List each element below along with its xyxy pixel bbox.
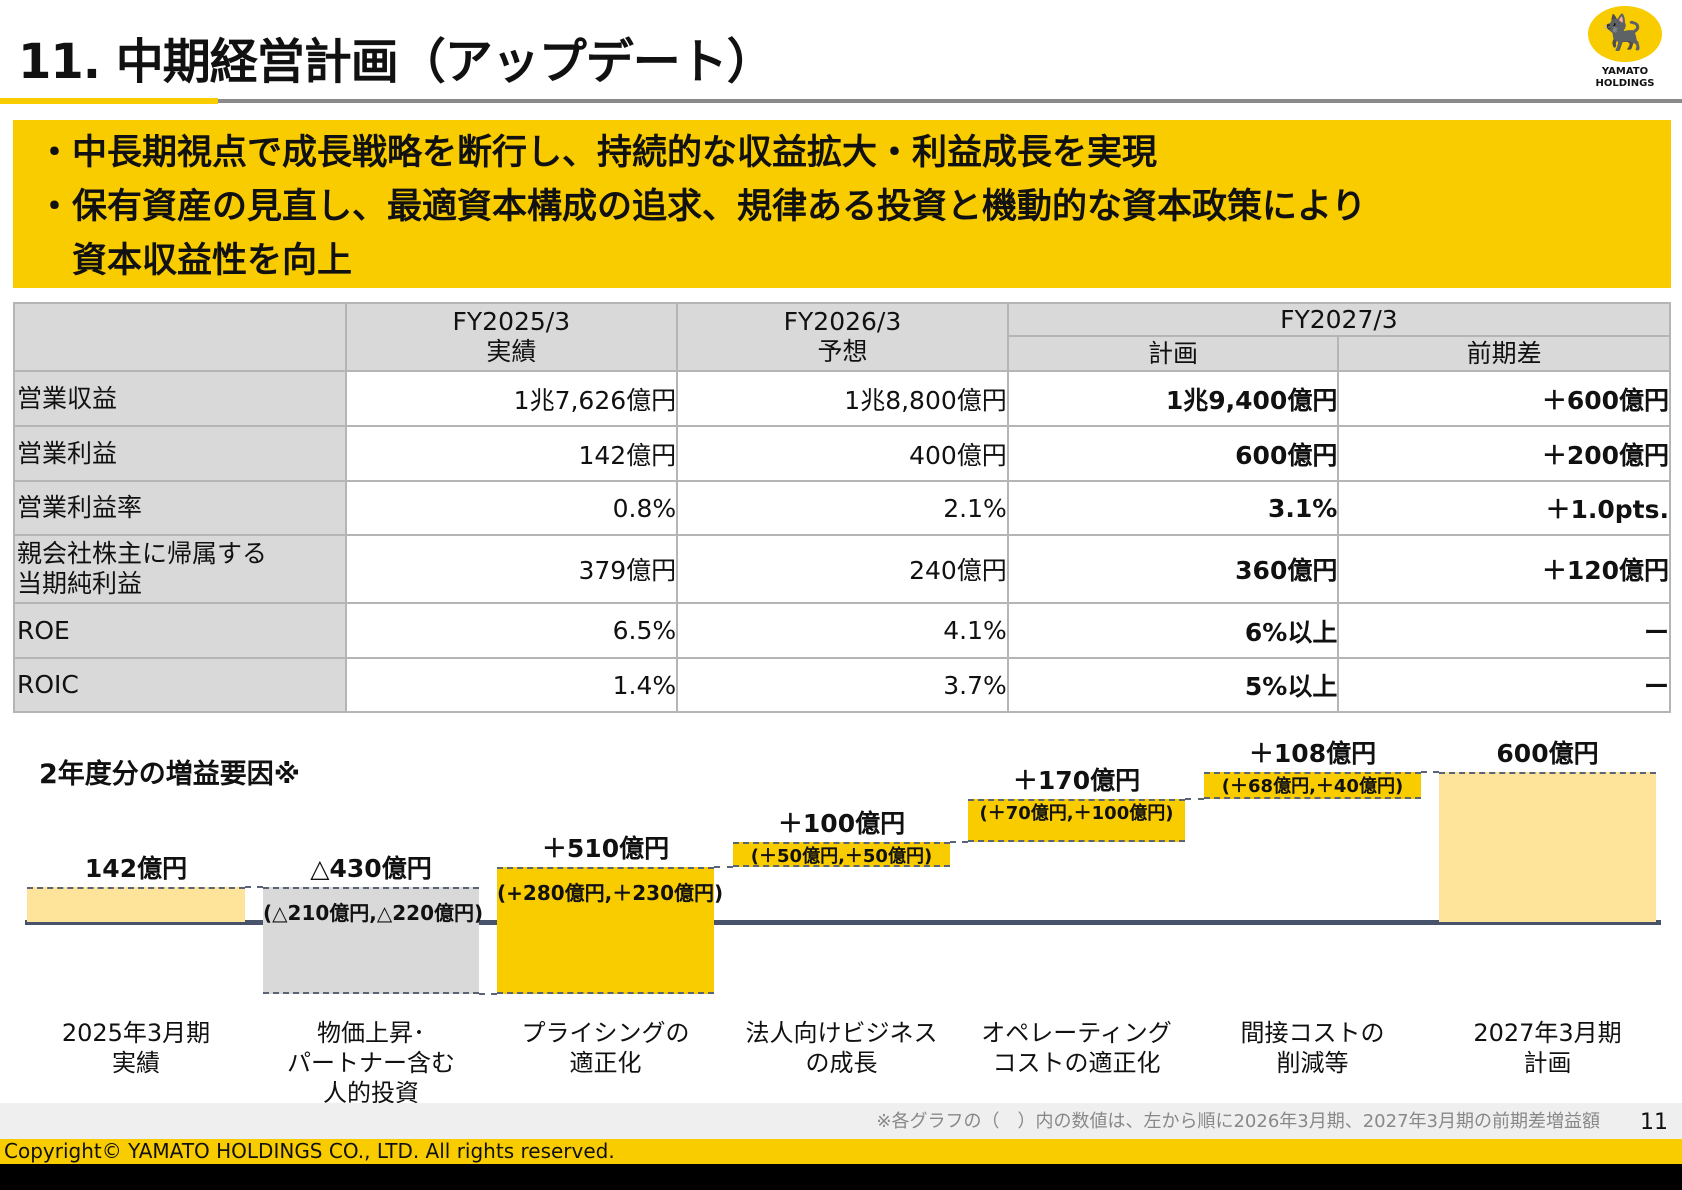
logo-text: YAMATO HOLDINGS	[1584, 66, 1666, 90]
cell-plan: 600億円	[1006, 425, 1340, 482]
footer-bar	[0, 1139, 1682, 1164]
cell-fy2026: 3.7%	[676, 657, 1009, 713]
cat-icon: 🐈‍⬛	[1600, 13, 1643, 53]
cell-fy2025: 6.5%	[344, 602, 679, 659]
category-label: 間接コストの 削減等	[1240, 1019, 1385, 1077]
waterfall-bar	[27, 886, 245, 922]
breakdown-label: (+280億円,＋230億円)	[497, 880, 724, 905]
cell-fy2026: 1兆8,800億円	[676, 370, 1009, 427]
cell-diff: ＋200億円	[1337, 425, 1671, 482]
summary-banner: ・中長期視点で成長戦略を断行し、持続的な収益拡大・利益成長を実現 ・保有資産の見…	[13, 120, 1671, 288]
banner-line: ・中長期視点で成長戦略を断行し、持続的な収益拡大・利益成長を実現	[37, 133, 1158, 173]
category-label: 2025年3月期 実績	[61, 1019, 211, 1077]
cell-fy2025: 1兆7,626億円	[344, 370, 679, 427]
cell-diff: ＋600億円	[1337, 370, 1671, 427]
value-label: ＋100億円	[777, 808, 906, 838]
row-label: 営業利益率	[13, 480, 347, 536]
connector-line	[1421, 771, 1439, 773]
waterfall-bar	[968, 799, 1185, 842]
category-label: プライシングの 適正化	[521, 1019, 690, 1077]
header-plan: 計画	[1006, 335, 1340, 372]
row-label: 営業収益	[13, 370, 347, 427]
breakdown-label: (＋50億円,＋50億円)	[750, 845, 933, 867]
cell-plan: 3.1%	[1006, 480, 1340, 536]
value-label: 600億円	[1496, 739, 1599, 768]
category-label: オペレーティング コストの適正化	[981, 1019, 1172, 1077]
row-label: 親会社株主に帰属する 当期純利益	[13, 534, 347, 604]
table-row: 営業利益 142億円 400億円 600億円 ＋200億円	[13, 425, 1671, 482]
waterfall-bar	[497, 866, 714, 994]
header-diff: 前期差	[1337, 335, 1671, 372]
value-label: ＋170億円	[1012, 766, 1141, 795]
yamato-logo: 🐈‍⬛ YAMATO HOLDINGS	[1584, 6, 1666, 92]
title-accent	[0, 98, 218, 104]
logo-oval	[1588, 6, 1662, 62]
waterfall-bar	[263, 886, 479, 994]
table-row: 親会社株主に帰属する 当期純利益 379億円 240億円 360億円 ＋120億円	[13, 534, 1671, 604]
category-label: 物価上昇･ パートナー含む 人的投資	[287, 1019, 455, 1107]
category-label: 法人向けビジネス の成長	[745, 1019, 938, 1077]
cell-diff: ー	[1337, 602, 1671, 659]
breakdown-label: (＋68億円,＋40億円)	[1221, 776, 1404, 797]
header-fy2027: FY2027/3	[1006, 302, 1672, 337]
table-row: ROIC 1.4% 3.7% 5%以上ー	[13, 657, 1671, 713]
table-row: 営業収益 1兆7,626億円 1兆8,800億円 1兆9,400億円 ＋600億円	[13, 370, 1671, 427]
waterfall-bar	[1439, 772, 1656, 922]
title-divider	[0, 99, 1682, 103]
header-fy2025: FY2025/3 実績	[344, 302, 679, 372]
header-fy2026: FY2026/3 予想	[676, 302, 1009, 372]
waterfall-bar	[733, 841, 950, 867]
chart-title: 2年度分の増益要因※	[39, 759, 301, 790]
cell-diff: ＋1.0pts.	[1337, 480, 1671, 536]
cell-fy2025: 142億円	[344, 425, 679, 482]
footnote: ※各グラフの（ ）内の数値は、左から順に2026年3月期、2027年3月期の前期…	[876, 1111, 1600, 1132]
page-title: 11. 中期経営計画（アップデート）	[18, 34, 775, 90]
row-label: ROE	[13, 602, 347, 659]
logo-line1: YAMATO	[1601, 66, 1649, 77]
header-corner	[13, 302, 347, 372]
cell-plan: 1兆9,400億円	[1006, 370, 1340, 427]
copyright: Copyright© YAMATO HOLDINGS CO., LTD. All…	[4, 1139, 615, 1163]
connector-line	[245, 885, 263, 888]
cell-fy2026: 2.1%	[676, 480, 1009, 536]
cell-plan: 360億円	[1006, 534, 1340, 604]
cell-diff: ー	[1337, 657, 1671, 713]
bottom-band	[0, 1164, 1682, 1190]
cell-fy2026: 4.1%	[676, 602, 1009, 659]
value-label: △430億円	[310, 853, 432, 883]
breakdown-label: (＋70億円,＋100億円)	[979, 803, 1174, 824]
banner-line: 資本収益性を向上	[37, 241, 353, 281]
row-label: ROIC	[13, 657, 347, 713]
value-label: 142億円	[84, 853, 188, 883]
category-label: 2027年3月期 計画	[1473, 1019, 1622, 1077]
cell-diff: ＋120億円	[1337, 534, 1671, 604]
connector-line	[950, 840, 968, 843]
cell-fy2026: 400億円	[676, 425, 1009, 482]
note-strip	[0, 1103, 1682, 1139]
cell-fy2025: 1.4%	[344, 657, 679, 713]
kpi-table: FY2025/3 実績 FY2026/3 予想 FY2027/3 計画 前期差 営業…	[13, 302, 1672, 713]
connector-line	[714, 865, 733, 868]
value-label: ＋108億円	[1248, 739, 1377, 768]
cell-plan: 5%以上	[1006, 657, 1340, 713]
chart-baseline	[25, 920, 1661, 925]
page-number: 11	[1640, 1110, 1668, 1135]
value-label: ＋510億円	[541, 833, 670, 863]
table-row: 営業利益率 0.8% 2.1% 3.1% ＋1.0pts.	[13, 480, 1671, 536]
waterfall-bar	[1204, 772, 1421, 799]
cell-fy2025: 0.8%	[344, 480, 679, 536]
connector-line	[479, 993, 497, 995]
row-label: 営業利益	[13, 425, 347, 482]
logo-line2: HOLDINGS	[1595, 78, 1655, 89]
cell-plan: 6%以上	[1006, 602, 1340, 659]
table-row: ROE 6.5% 4.1% 6%以上ー	[13, 602, 1671, 659]
banner-line: ・保有資産の見直し、最適資本構成の追求、規律ある投資と機動的な資本政策により	[37, 187, 1367, 227]
cell-fy2025: 379億円	[344, 534, 679, 604]
connector-line	[1185, 798, 1204, 800]
cell-fy2026: 240億円	[676, 534, 1009, 604]
